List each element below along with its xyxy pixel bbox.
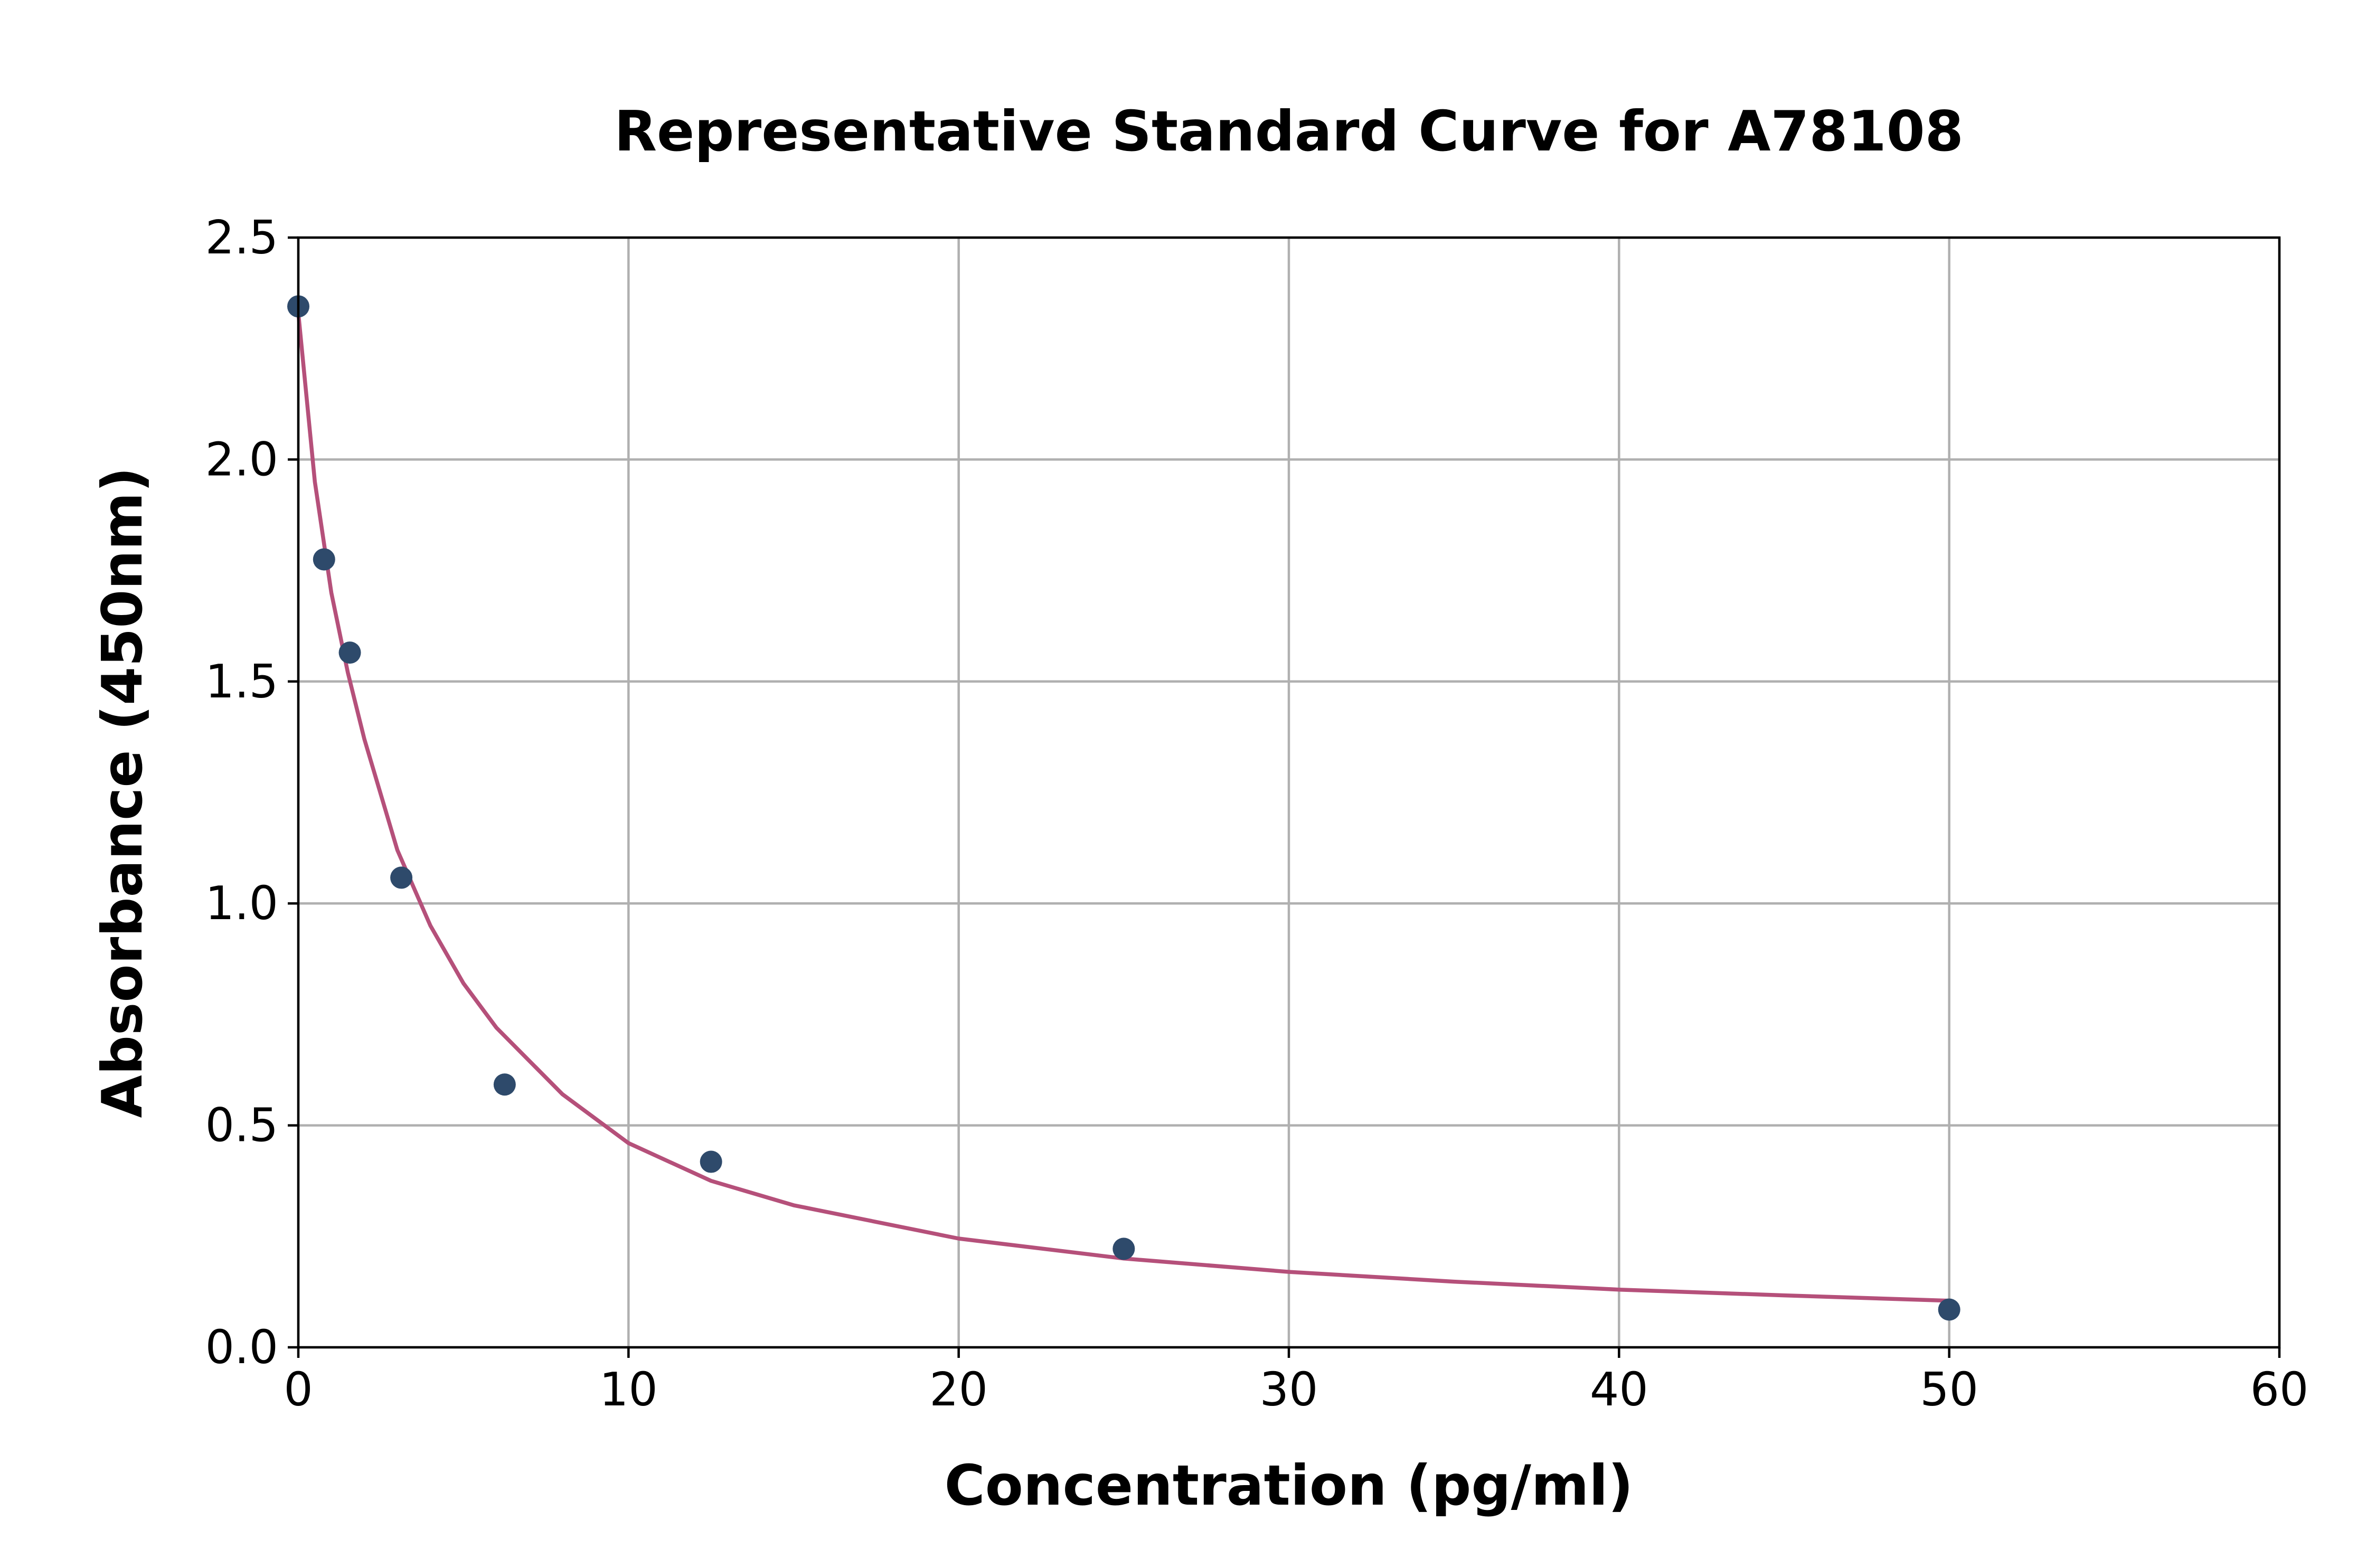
grid-lines bbox=[297, 236, 2281, 1349]
data-point bbox=[1938, 1298, 1960, 1321]
axis-ticks: 0 10 20 30 40 50 60 0.0 0.5 1.0 1.5 2.0 2.5 bbox=[205, 211, 2309, 1416]
x-tick-label: 10 bbox=[599, 1363, 658, 1416]
data-point bbox=[313, 548, 335, 571]
data-point bbox=[493, 1073, 516, 1096]
x-tick-label: 50 bbox=[1920, 1363, 1978, 1416]
x-axis-label: Concentration (pg/ml) bbox=[945, 1453, 1634, 1518]
x-tick-label: 30 bbox=[1260, 1363, 1318, 1416]
data-point bbox=[390, 866, 413, 889]
data-point bbox=[1112, 1238, 1135, 1260]
x-tick-label: 60 bbox=[2250, 1363, 2309, 1416]
fit-curve-line bbox=[296, 311, 1951, 1303]
data-point bbox=[338, 641, 361, 664]
y-tick-label: 0.0 bbox=[205, 1320, 278, 1374]
y-tick-label: 1.5 bbox=[205, 655, 278, 709]
x-tick-label: 0 bbox=[284, 1363, 313, 1416]
y-tick-label: 2.0 bbox=[205, 432, 278, 486]
y-axis-label: Absorbance (450nm) bbox=[90, 467, 155, 1118]
y-tick-label: 1.0 bbox=[205, 876, 278, 930]
x-tick-label: 40 bbox=[1590, 1363, 1648, 1416]
chart-title: Representative Standard Curve for A78108 bbox=[614, 99, 1964, 164]
x-tick-label: 20 bbox=[929, 1363, 988, 1416]
y-tick-label: 2.5 bbox=[205, 211, 278, 265]
fit-curve-layer bbox=[296, 311, 1951, 1303]
data-point bbox=[700, 1150, 722, 1173]
y-tick-label: 0.5 bbox=[205, 1099, 278, 1153]
data-points-layer bbox=[287, 295, 1960, 1321]
